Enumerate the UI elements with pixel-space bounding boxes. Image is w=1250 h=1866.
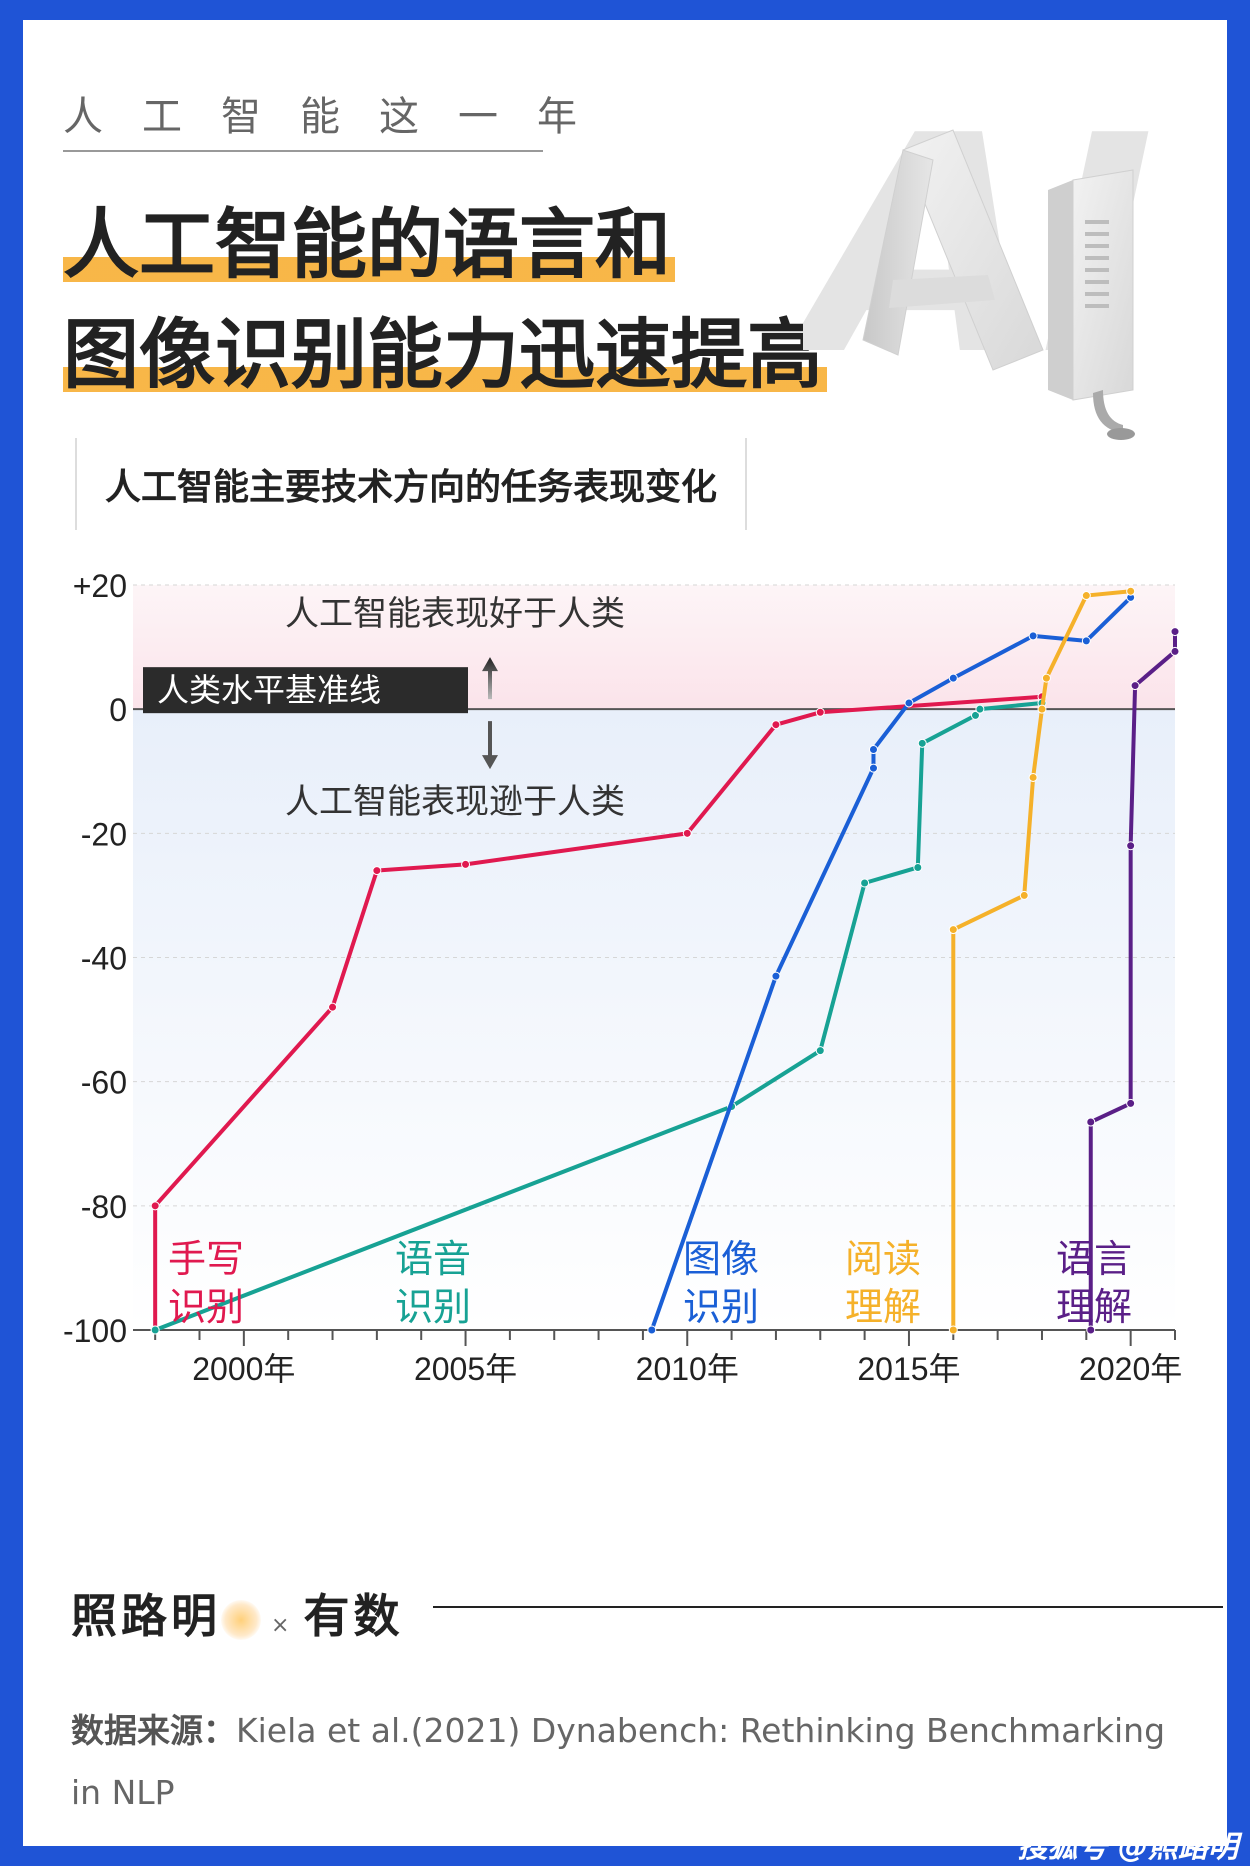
title-line-2: 图像识别能力迅速提高	[63, 310, 827, 400]
source-label: 数据来源：	[71, 1711, 236, 1750]
data-point	[328, 1002, 338, 1012]
data-point	[948, 1325, 958, 1335]
data-point	[1081, 591, 1091, 601]
data-point	[647, 1325, 657, 1335]
data-point	[150, 1325, 160, 1335]
data-point	[1126, 841, 1136, 851]
footer-divider	[433, 1606, 1223, 1608]
data-point	[771, 971, 781, 981]
data-point	[150, 1201, 160, 1211]
brand-glow-icon	[221, 1599, 261, 1640]
series-label: 图像	[683, 1237, 759, 1281]
data-point	[1028, 631, 1038, 641]
logo-letter-a-left	[862, 149, 934, 356]
x-tick-label: 2000年	[192, 1351, 295, 1387]
series-line	[951, 589, 1131, 1330]
series-label: 理解	[1056, 1285, 1132, 1329]
ai-3d-logo: AI	[803, 90, 1189, 440]
brand-right-text: 有数	[303, 1589, 404, 1643]
series-label: 阅读	[845, 1237, 921, 1281]
data-point	[868, 763, 878, 773]
watermark: 搜狐号 @照路明	[1017, 1830, 1238, 1865]
performance-line-chart: +20 0 -20 -40 -60 -80 -100 2000年 2005年 2010年 2015年…	[63, 568, 1182, 1387]
logo-pipe	[1093, 390, 1123, 433]
data-point	[1019, 890, 1029, 900]
data-point	[868, 745, 878, 755]
series-label: 语言	[1056, 1237, 1132, 1281]
data-point	[1037, 704, 1047, 714]
logo-letter-i	[1072, 169, 1134, 401]
footer-brand: 照路明 × 有数	[71, 1580, 403, 1646]
data-point	[948, 925, 958, 935]
data-point	[815, 1046, 825, 1056]
data-point	[461, 859, 471, 869]
data-point	[1086, 1117, 1096, 1127]
data-point	[1130, 681, 1140, 691]
data-point	[860, 878, 870, 888]
data-point	[913, 862, 923, 872]
x-tick-label: 2005年	[414, 1351, 517, 1387]
data-point	[815, 707, 825, 717]
series-label: 识别	[168, 1285, 244, 1329]
data-point	[1126, 1098, 1136, 1108]
up-arrow-icon	[482, 657, 498, 700]
data-point	[1086, 1325, 1096, 1335]
series-label: 手写	[168, 1237, 244, 1281]
data-point	[1170, 646, 1180, 656]
above-human-label: 人工智能表现好于人类	[285, 594, 625, 634]
below-human-label: 人工智能表现逊于人类	[285, 782, 625, 822]
data-point	[1028, 772, 1038, 782]
y-tick-label: -80	[81, 1189, 127, 1225]
kicker-text: 人工智能这一年	[63, 94, 616, 140]
logo-letter-i-side	[1048, 180, 1073, 400]
title-line-2-text: 图像识别能力迅速提高	[63, 310, 827, 399]
logo-vent-lines	[1085, 220, 1109, 308]
data-point	[1041, 673, 1051, 683]
kicker-divider	[63, 150, 543, 152]
x-tick-label: 2010年	[636, 1351, 739, 1387]
data-point	[372, 866, 382, 876]
series-label: 理解	[845, 1285, 921, 1329]
below-human-band	[133, 709, 1175, 1330]
y-tick-label: -40	[81, 941, 127, 977]
title-line-1: 人工智能的语言和	[63, 200, 675, 290]
y-tick-label: -100	[63, 1313, 127, 1349]
logo-letter-a-bar	[889, 275, 995, 308]
data-point	[1081, 636, 1091, 646]
source-text: Kiela et al.(2021) Dynabench: Rethinking…	[71, 1711, 1166, 1812]
title-line-1-text: 人工智能的语言和	[63, 200, 675, 289]
chart-subtitle: 人工智能主要技术方向的任务表现变化	[75, 438, 748, 530]
y-tick-label: +20	[73, 568, 127, 604]
y-tick-label: -20	[81, 816, 127, 852]
down-arrow-icon	[482, 721, 498, 770]
data-point	[970, 710, 980, 720]
data-point	[917, 738, 927, 748]
data-point	[682, 828, 692, 838]
x-tick-label: 2015年	[857, 1351, 960, 1387]
series-label: 语音	[395, 1237, 471, 1281]
baseline-label-box	[143, 667, 468, 714]
data-point	[1126, 586, 1136, 596]
y-tick-label: -60	[81, 1065, 127, 1101]
series-label: 识别	[395, 1285, 471, 1329]
logo-pipe-end	[1107, 428, 1135, 440]
data-source: 数据来源：Kiela et al.(2021) Dynabench: Rethi…	[71, 1700, 1191, 1824]
baseline-label: 人类水平基准线	[157, 671, 381, 709]
infographic-card: 人工智能这一年 人工智能的语言和 图像识别能力迅速提高 AI 人工智能主要技术方…	[23, 20, 1227, 1846]
series-label: 识别	[683, 1285, 759, 1329]
data-point	[1170, 627, 1180, 637]
x-tick-label: 2020年	[1079, 1351, 1182, 1387]
y-tick-label: 0	[109, 692, 127, 728]
data-point	[975, 704, 985, 714]
data-point	[771, 720, 781, 730]
data-point	[904, 698, 914, 708]
data-point	[948, 673, 958, 683]
brand-separator: ×	[271, 1613, 294, 1638]
brand-left-text: 照路明	[71, 1589, 221, 1643]
